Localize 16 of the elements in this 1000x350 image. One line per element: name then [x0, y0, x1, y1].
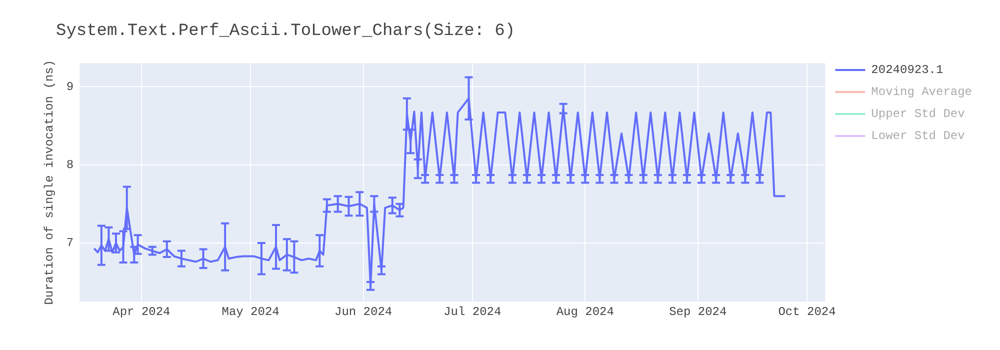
y-tick-label: 9	[66, 80, 74, 94]
y-tick-label: 7	[66, 236, 74, 250]
legend-label: Lower Std Dev	[871, 129, 965, 144]
x-tick-label: May 2024	[222, 304, 280, 319]
legend-label: 20240923.1	[871, 63, 944, 78]
legend-label: Upper Std Dev	[871, 107, 965, 122]
chart-title: System.Text.Perf_Ascii.ToLower_Chars(Size: 6)	[55, 21, 516, 43]
x-tick-label: Apr 2024	[112, 304, 170, 319]
x-tick-label: Jun 2024	[334, 304, 392, 319]
x-tick-label: Oct 2024	[778, 304, 836, 319]
x-tick-label: Sep 2024	[669, 304, 727, 319]
y-axis-title: Duration of single invocation (ns)	[42, 60, 56, 305]
x-tick-label: Jul 2024	[444, 304, 502, 319]
x-tick-label: Aug 2024	[556, 304, 614, 319]
legend-label: Moving Average	[871, 85, 972, 100]
y-tick-label: 8	[66, 158, 74, 172]
